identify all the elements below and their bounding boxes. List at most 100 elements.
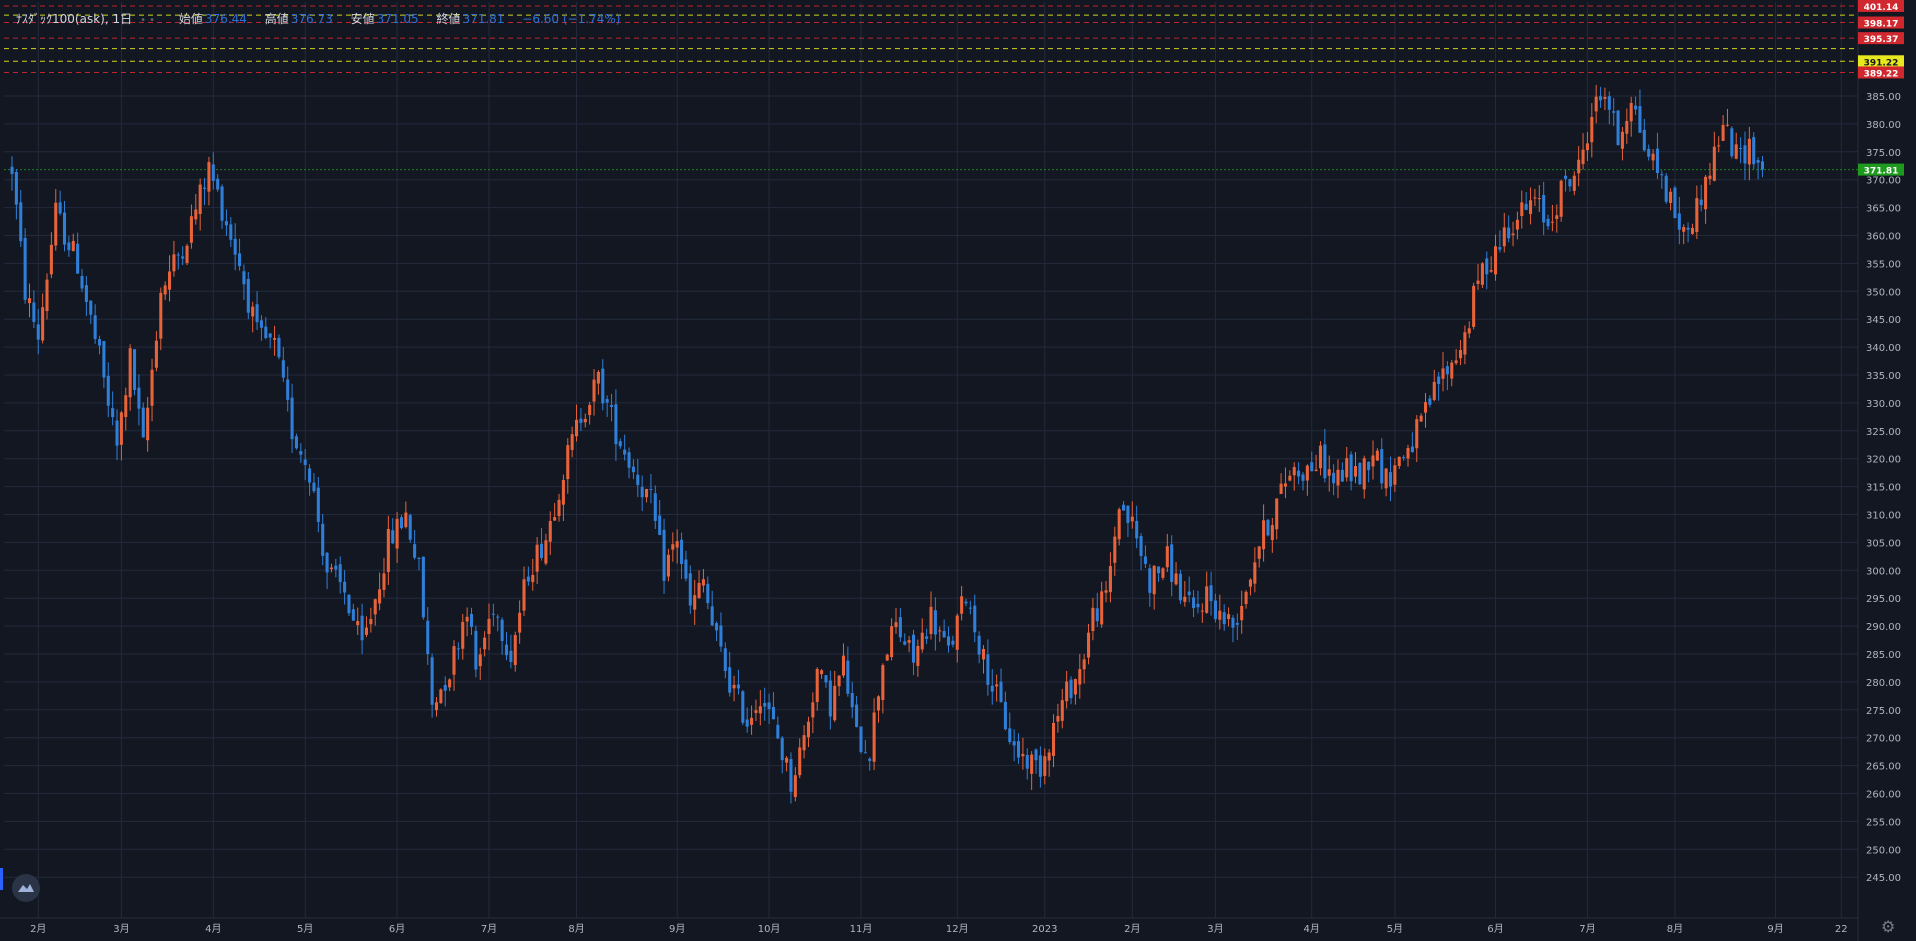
candle-body	[1607, 96, 1611, 110]
candle-body	[426, 620, 430, 655]
candle-body	[1445, 366, 1449, 375]
candle-body	[1152, 565, 1156, 595]
time-tick-label: 4月	[205, 923, 221, 935]
candle-body	[544, 540, 548, 564]
candle-body	[439, 689, 443, 704]
candle-body	[684, 559, 688, 579]
candle-body	[1244, 591, 1248, 605]
candle-body	[399, 517, 404, 529]
time-tick-label: 3月	[1207, 923, 1223, 935]
candle-body	[1187, 591, 1191, 596]
candle-body	[1305, 465, 1309, 481]
candle-body	[1485, 258, 1489, 275]
candle-body	[1647, 148, 1651, 157]
candle-body	[255, 304, 259, 323]
candle-body	[618, 441, 622, 447]
price-tick-label: 360.00	[1866, 232, 1901, 243]
candle-body	[1030, 754, 1034, 774]
candle-body	[334, 565, 338, 570]
candle-body	[745, 719, 749, 727]
candle-body	[850, 692, 854, 708]
candle-body	[898, 617, 902, 638]
candle-body	[885, 654, 889, 661]
candle-body	[750, 717, 754, 725]
high-label: 高値	[264, 12, 289, 26]
candle-body	[1231, 617, 1235, 628]
price-tick-label: 355.00	[1866, 259, 1901, 270]
candle-body	[154, 340, 158, 368]
candle-body	[185, 245, 189, 264]
candle-body	[929, 606, 933, 634]
price-tick-label: 340.00	[1866, 343, 1901, 354]
candle-body	[920, 632, 924, 650]
candle-body	[1441, 368, 1445, 379]
candle-body	[1196, 603, 1200, 608]
candle-body	[325, 552, 329, 573]
price-level-tag-label: 389.22	[1864, 69, 1899, 79]
candle-body	[395, 518, 399, 549]
candle-body	[62, 212, 67, 245]
candle-body	[1113, 536, 1117, 563]
candle-body	[1393, 465, 1397, 485]
candle-body	[574, 419, 579, 437]
candle-body	[1262, 520, 1266, 550]
candle-body	[1318, 445, 1323, 469]
candle-body	[1428, 398, 1432, 405]
candle-body	[531, 575, 535, 583]
candle-body	[1008, 728, 1012, 742]
tradingview-logo-icon[interactable]	[12, 874, 40, 902]
candle-body	[430, 657, 434, 705]
candle-body	[1148, 568, 1152, 593]
candle-body	[623, 449, 627, 455]
candle-body	[391, 530, 395, 544]
candle-body	[955, 615, 959, 650]
candle-body	[1108, 566, 1112, 593]
price-tick-label: 275.00	[1866, 706, 1901, 717]
candle-body	[570, 434, 574, 450]
gear-icon[interactable]: ⚙	[1881, 917, 1896, 936]
price-level-tag-label: 395.37	[1864, 35, 1899, 45]
candle-body	[1003, 701, 1007, 730]
candle-body	[1432, 381, 1436, 400]
price-tick-label: 380.00	[1866, 120, 1901, 131]
candle-body	[780, 737, 784, 761]
candle-body	[824, 675, 828, 683]
candle-body	[71, 240, 75, 252]
candle-body	[382, 573, 386, 590]
candle-body	[802, 735, 806, 751]
candle-body	[1507, 227, 1511, 239]
candle-body	[1725, 124, 1729, 126]
candle-body	[456, 648, 460, 650]
candle-body	[1577, 159, 1581, 174]
candle-body	[286, 379, 290, 400]
candle-body	[1375, 450, 1379, 461]
price-tick-label: 365.00	[1866, 204, 1901, 215]
low-value: 371.05	[376, 12, 419, 26]
candle-body	[1410, 446, 1414, 453]
candle-body	[251, 306, 255, 317]
close-value: 371.81	[462, 12, 505, 26]
candlestick-series	[10, 84, 1765, 804]
candle-body	[97, 339, 102, 346]
candle-body	[176, 254, 180, 256]
candle-body	[1638, 106, 1642, 133]
candle-body	[1690, 227, 1694, 234]
price-tick-label: 310.00	[1866, 511, 1901, 522]
candle-body	[448, 679, 452, 688]
candle-body	[1515, 219, 1519, 230]
candle-body	[1069, 679, 1073, 699]
candle-body	[1564, 175, 1568, 179]
candle-body	[1270, 525, 1274, 541]
candle-body	[1178, 573, 1182, 601]
symbol-name[interactable]: ﾅｽﾀﾞｯｸ100(ask), 1日	[16, 12, 133, 26]
candle-body	[710, 606, 714, 626]
candle-body	[1437, 376, 1441, 385]
candle-body	[1358, 462, 1362, 485]
candle-body	[194, 209, 198, 220]
candle-body	[1384, 468, 1388, 489]
candle-body	[1349, 454, 1353, 482]
candle-body	[981, 648, 986, 660]
candle-body	[894, 622, 898, 628]
candle-body	[1135, 520, 1139, 539]
